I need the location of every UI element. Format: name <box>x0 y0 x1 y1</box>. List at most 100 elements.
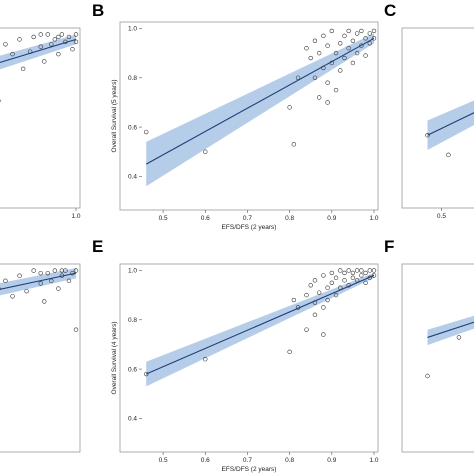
data-point <box>312 75 318 80</box>
panel-e: 0.5 0.6 0.7 0.8 0.9 1.0 0.4 0.6 0.8 1.0 EFS/DFS (2… <box>92 237 379 473</box>
data-point <box>304 45 309 51</box>
panel-letter: B <box>92 1 104 20</box>
data-point <box>333 275 339 281</box>
data-point <box>354 278 360 283</box>
data-point <box>312 38 318 43</box>
data-point <box>59 32 65 37</box>
data-point <box>333 87 339 93</box>
data-point <box>425 133 430 138</box>
y-axis-label: Overall Survival (4 years) <box>111 322 118 395</box>
fit-line <box>0 38 77 64</box>
data-point <box>350 270 356 276</box>
x-tick-label: 0.8 <box>285 215 294 222</box>
data-point <box>363 36 368 41</box>
fit-line <box>0 272 77 290</box>
data-point <box>42 59 47 64</box>
data-point <box>291 142 297 147</box>
data-point <box>325 100 330 105</box>
data-point <box>38 32 43 37</box>
y-tick-label: 0.8 <box>128 75 137 82</box>
x-tick-label: 1.0 <box>71 213 80 220</box>
data-point <box>203 357 208 362</box>
data-point <box>38 281 43 286</box>
y-tick-label: 0.6 <box>128 366 137 373</box>
data-point <box>291 297 297 303</box>
x-axis-label: EFS/DFS (2 years) <box>222 466 277 473</box>
data-point <box>342 55 347 61</box>
data-point <box>354 31 360 36</box>
data-point <box>342 33 347 39</box>
data-point <box>42 299 47 304</box>
data-point <box>295 305 301 310</box>
x-tick-label: 0.9 <box>327 215 336 222</box>
data-point <box>456 335 462 340</box>
data-point <box>52 268 58 273</box>
data-point <box>312 278 318 283</box>
data-point <box>325 285 330 290</box>
panel-letter: F <box>384 237 394 256</box>
data-point <box>10 294 15 299</box>
data-point <box>329 28 335 34</box>
data-point <box>350 60 356 66</box>
data-point <box>338 268 343 273</box>
fit-line <box>427 112 474 136</box>
data-point <box>31 268 36 273</box>
confidence-band <box>427 315 474 346</box>
data-point <box>312 312 318 318</box>
data-point <box>333 50 339 56</box>
data-point <box>56 286 61 291</box>
data-point <box>354 268 360 273</box>
data-point <box>342 278 347 283</box>
data-point <box>73 268 79 273</box>
data-point <box>350 275 356 281</box>
panel-b: 0.5 0.6 0.7 0.8 0.9 1.0 0.4 0.6 0.8 1.0 EFS/DFS (2… <box>92 1 379 231</box>
x-tick-label: 0.7 <box>243 215 252 222</box>
panel-letter: E <box>92 237 103 256</box>
fit-line <box>145 274 375 375</box>
data-point <box>70 46 75 52</box>
data-point <box>325 43 330 48</box>
data-point <box>63 39 68 45</box>
data-point <box>342 270 347 276</box>
data-point <box>24 288 29 294</box>
data-point <box>329 270 335 276</box>
panel-frame <box>0 263 81 453</box>
data-point <box>56 34 61 40</box>
data-point <box>359 43 364 48</box>
data-point <box>321 305 326 310</box>
data-point <box>56 51 61 57</box>
fit-line <box>427 321 474 338</box>
y-tick-label: 1.0 <box>128 268 137 275</box>
data-point <box>312 300 318 305</box>
data-point <box>17 37 22 42</box>
panel-letter: C <box>384 1 396 20</box>
data-point <box>59 268 65 273</box>
x-tick-label: 0.6 <box>201 457 210 464</box>
data-point <box>346 28 351 34</box>
panel-d <box>0 263 81 453</box>
confidence-band <box>0 34 76 70</box>
data-point <box>17 273 22 278</box>
data-point <box>425 373 430 379</box>
data-point <box>371 273 377 278</box>
data-point <box>367 275 372 281</box>
data-point <box>287 349 292 355</box>
data-point <box>346 283 351 288</box>
data-point <box>45 32 50 37</box>
confidence-band <box>146 33 374 187</box>
data-point <box>295 75 301 80</box>
data-point <box>20 66 26 72</box>
y-tick-label: 0.6 <box>128 124 137 131</box>
data-point <box>363 280 368 285</box>
data-point <box>316 50 322 56</box>
data-point <box>73 327 79 332</box>
data-point <box>321 332 326 337</box>
data-point <box>66 278 72 284</box>
x-tick-label: 0.5 <box>437 213 446 220</box>
data-point <box>371 268 377 273</box>
y-tick-label: 0.8 <box>128 317 137 324</box>
data-point <box>338 41 343 46</box>
data-point <box>359 273 364 278</box>
data-point <box>144 129 149 135</box>
data-point <box>49 42 54 47</box>
